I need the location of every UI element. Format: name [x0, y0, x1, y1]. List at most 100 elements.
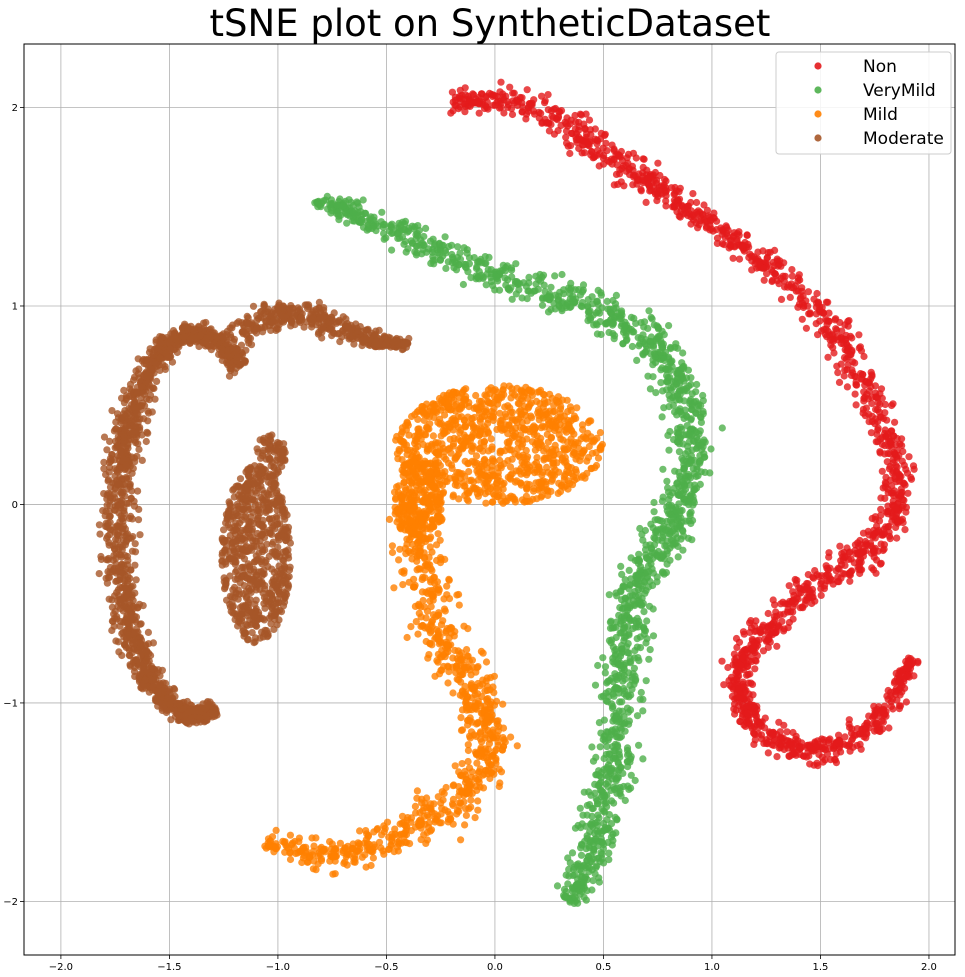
data-point	[545, 127, 554, 135]
data-point	[475, 258, 483, 266]
data-point	[646, 577, 654, 586]
data-point	[835, 731, 843, 739]
data-point	[612, 618, 620, 626]
data-point	[479, 784, 488, 792]
data-point	[286, 855, 295, 864]
data-point	[577, 111, 586, 119]
data-point	[851, 390, 859, 398]
data-point	[472, 272, 480, 280]
data-point	[525, 273, 533, 281]
data-point	[674, 553, 682, 561]
data-point	[490, 672, 498, 680]
data-point	[474, 769, 483, 777]
data-point	[591, 681, 600, 689]
data-point	[666, 373, 674, 382]
data-point	[689, 516, 697, 525]
data-point	[855, 344, 863, 352]
data-point	[461, 108, 469, 116]
data-point	[544, 91, 552, 99]
data-point	[458, 760, 466, 768]
data-point	[393, 432, 401, 441]
data-point	[503, 97, 511, 106]
data-point	[646, 646, 654, 654]
data-point	[659, 550, 667, 558]
data-point	[566, 149, 574, 158]
data-point	[909, 462, 918, 470]
data-point	[725, 677, 733, 685]
data-point	[729, 254, 737, 262]
data-point	[574, 860, 582, 868]
data-point	[518, 99, 526, 107]
data-point	[771, 601, 779, 609]
data-point	[454, 676, 463, 684]
data-point	[765, 738, 773, 746]
data-point	[693, 380, 701, 389]
data-point	[867, 429, 876, 437]
data-point	[888, 482, 896, 490]
data-point	[589, 804, 597, 813]
data-point	[727, 241, 735, 249]
data-point	[892, 669, 900, 678]
data-point	[429, 432, 437, 440]
data-point	[870, 553, 878, 561]
data-point	[713, 239, 722, 247]
data-point	[398, 568, 406, 576]
data-point	[422, 839, 430, 848]
data-point	[643, 617, 651, 625]
data-point	[669, 401, 678, 409]
data-point	[508, 295, 516, 303]
data-point	[448, 241, 456, 249]
data-point	[518, 294, 526, 302]
data-point	[541, 287, 549, 295]
data-point	[445, 668, 453, 676]
data-point	[666, 556, 674, 564]
data-point	[773, 642, 781, 650]
data-point	[555, 426, 563, 434]
data-point	[909, 657, 917, 665]
data-point	[554, 127, 562, 135]
data-point	[792, 735, 800, 743]
data-point	[650, 508, 658, 516]
data-point	[761, 714, 769, 722]
data-point	[577, 435, 585, 443]
data-point	[553, 882, 562, 890]
data-point	[652, 389, 660, 397]
data-point	[747, 641, 755, 649]
data-point	[834, 369, 842, 377]
data-point	[435, 627, 443, 635]
data-point	[407, 623, 415, 631]
data-point	[444, 808, 452, 816]
data-point	[585, 116, 594, 124]
data-point	[597, 129, 605, 137]
data-point	[425, 813, 433, 821]
data-point	[536, 270, 544, 279]
data-point	[776, 728, 784, 736]
data-point	[688, 536, 696, 544]
data-point	[862, 540, 871, 548]
data-point	[888, 401, 896, 410]
data-point	[387, 841, 395, 849]
data-point	[618, 698, 626, 706]
data-point	[687, 380, 695, 389]
data-point	[601, 669, 609, 677]
data-point	[625, 629, 633, 638]
data-point	[825, 309, 833, 317]
data-point	[430, 573, 438, 582]
data-point	[719, 226, 727, 234]
data-point	[359, 196, 367, 204]
data-point	[642, 546, 650, 554]
data-point	[417, 613, 425, 621]
data-point	[508, 416, 516, 424]
data-point	[743, 709, 751, 718]
data-point	[745, 690, 753, 698]
data-point	[597, 135, 605, 143]
data-point	[588, 886, 596, 894]
data-point	[804, 571, 812, 579]
data-point	[675, 500, 683, 508]
data-point	[395, 556, 403, 564]
data-point	[696, 452, 704, 460]
data-point	[750, 723, 759, 731]
data-point	[903, 469, 912, 477]
data-point	[773, 753, 781, 761]
data-point	[572, 414, 580, 422]
